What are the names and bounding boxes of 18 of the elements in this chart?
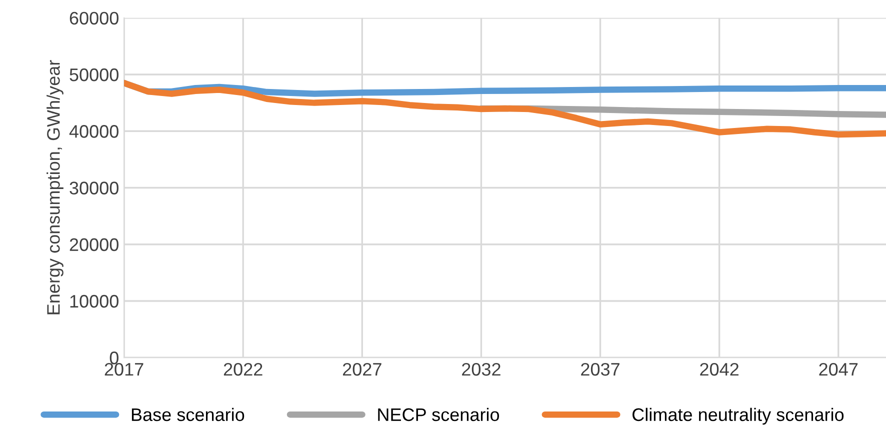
legend-label: Base scenario [132,408,244,422]
y-tick-label: 20000 [70,238,118,252]
x-tick-label: 2047 [819,362,858,376]
y-tick-label: 30000 [70,182,118,194]
x-tick-label: 2037 [581,362,620,376]
y-axis-title: Energy consumption, GWh/year [46,60,64,314]
y-tick-label: 0 [110,352,118,364]
x-tick-label: 2042 [700,362,738,376]
legend-label: NECP scenario [378,408,500,422]
legend-label: Climate neutrality scenario [632,408,844,425]
y-tick-label: 10000 [70,294,118,308]
y-tick-label: 50000 [70,68,118,82]
x-tick-label: 2032 [462,362,500,376]
y-tick-label: 40000 [69,125,118,138]
x-tick-label: 2017 [104,362,144,376]
x-tick-label: 2022 [224,362,262,376]
y-tick-label: 60000 [70,12,118,25]
x-tick-label: 2027 [342,362,382,376]
